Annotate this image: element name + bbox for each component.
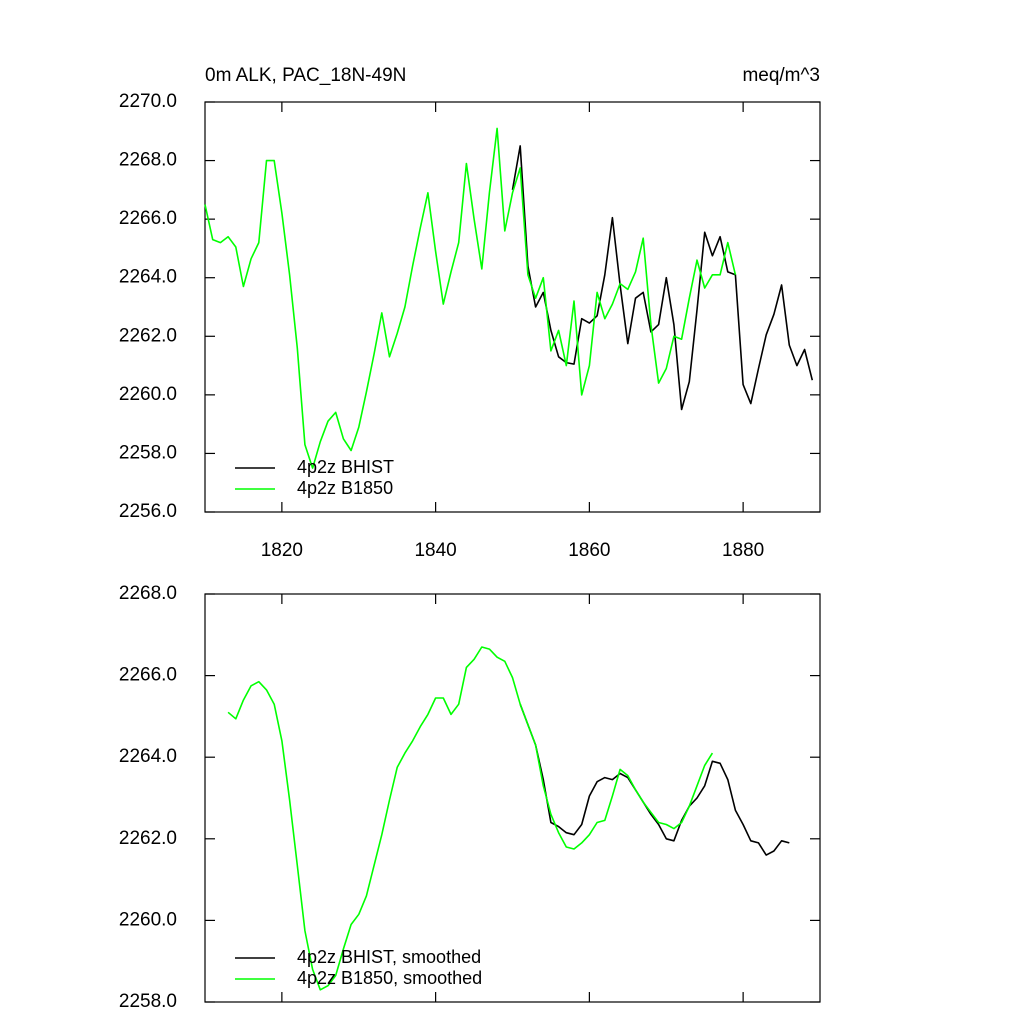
y-tick-label: 2264.0 [119,746,177,767]
y-tick-label: 2268.0 [119,150,177,171]
y-tick-label: 2264.0 [119,267,177,288]
x-tick-label: 1880 [722,540,764,561]
data-line [519,703,790,856]
legend-label: 4p2z B1850 [297,478,393,498]
legend-label: 4p2z BHIST [297,457,394,477]
y-tick-label: 2270.0 [119,91,177,112]
legend-label: 4p2z BHIST, smoothed [297,947,481,967]
data-line [204,127,737,469]
plot-frame [204,101,821,513]
y-tick-label: 2260.0 [119,384,177,405]
x-tick-label: 1860 [568,540,610,561]
data-line [227,646,714,991]
data-line [511,145,814,411]
y-tick-label: 2262.0 [119,325,177,346]
y-tick-label: 2260.0 [119,909,177,930]
plot-frame [204,593,821,1003]
y-tick-label: 2266.0 [119,208,177,229]
y-tick-label: 2258.0 [119,442,177,463]
y-tick-label: 2266.0 [119,665,177,686]
units-label: meq/m^3 [742,65,820,86]
x-tick-label: 1820 [261,540,303,561]
y-tick-label: 2268.0 [119,583,177,604]
y-tick-label: 2256.0 [119,501,177,522]
y-tick-label: 2258.0 [119,991,177,1012]
chart-title: 0m ALK, PAC_18N-49N [205,65,406,86]
y-tick-label: 2262.0 [119,828,177,849]
x-tick-label: 1840 [414,540,456,561]
legend-label: 4p2z B1850, smoothed [297,968,482,988]
